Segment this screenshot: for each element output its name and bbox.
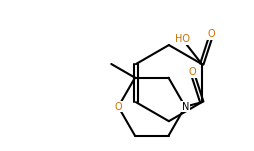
Text: N: N [182, 102, 189, 112]
Text: O: O [208, 29, 215, 39]
Text: HO: HO [175, 34, 190, 45]
Text: O: O [188, 67, 196, 77]
Text: O: O [115, 102, 122, 112]
